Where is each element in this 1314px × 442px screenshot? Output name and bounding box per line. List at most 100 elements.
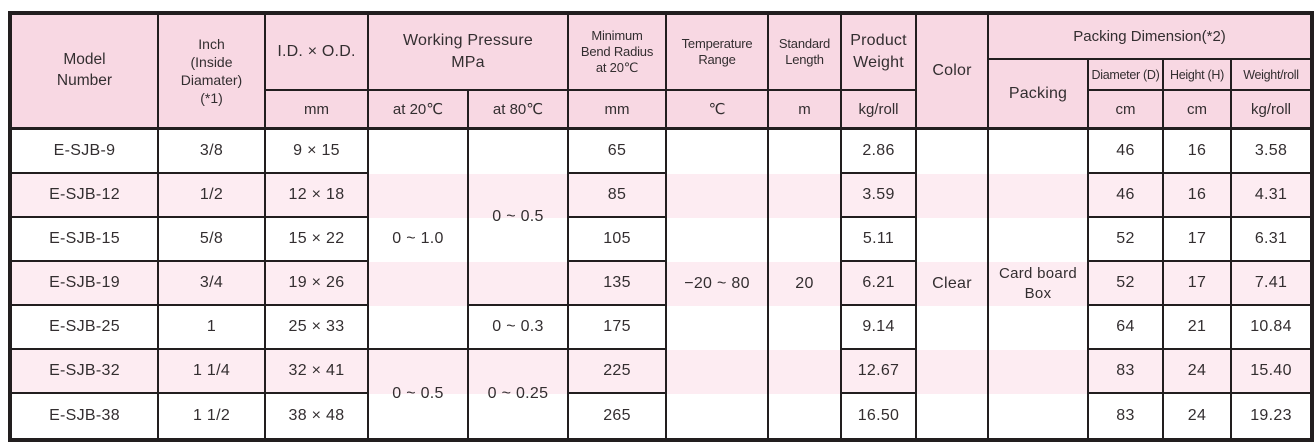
cell-weight-roll: 19.23 — [1250, 407, 1292, 424]
header-height-h: Height (H) — [1164, 60, 1232, 91]
cell-height: 16 — [1164, 174, 1232, 218]
cell-diameter: 52 — [1089, 262, 1164, 306]
cell-height: 16 — [1164, 130, 1232, 174]
cell-model: E-SJB-32 — [12, 350, 159, 394]
cell-inch: 5/8 — [159, 218, 266, 262]
cell-pressure-at80-rows6-7: 0 ~ 0.25 — [469, 350, 569, 438]
cell-inch: 1 1/4 — [159, 350, 266, 394]
header-row-packing-sub: Packing Diameter (D) Height (H) Weight/r… — [12, 60, 1311, 130]
cell-inch: 1 — [159, 306, 266, 350]
cell-product-weight: 6.21 — [842, 262, 917, 306]
cell-pressure-at80-row5: 0 ~ 0.3 — [469, 306, 569, 350]
cell-pressure-at80-rows1-4: 0 ~ 0.5 — [469, 130, 569, 306]
header-weight-per-roll: Weight/roll — [1232, 60, 1311, 91]
cell-diameter: 64 — [1089, 306, 1164, 350]
table-row: E-SJB-12 1/2 12 × 18 85 3.59 46 16 4.31 — [12, 174, 1311, 218]
cell-pressure-at20-rows6-7: 0 ~ 0.5 — [369, 350, 469, 438]
table-header: Model Number Inch (Inside Diamater) (*1)… — [12, 15, 1311, 130]
table-row: E-SJB-9 3/8 9 × 15 0 ~ 1.0 0 ~ 0.5 65 −2… — [12, 130, 1311, 438]
cell-height: 24 — [1164, 350, 1232, 394]
cell-product-weight: 9.14 — [842, 306, 917, 350]
unit-bend-mm: mm — [569, 91, 667, 130]
cell-packing: Card board Box — [989, 130, 1089, 438]
header-inch-inside-diameter: Inch (Inside Diamater) (*1) — [159, 15, 266, 130]
cell-weight-roll: 3.58 — [1232, 130, 1311, 174]
cell-id-od: 19 × 26 — [266, 262, 369, 306]
cell-bend-radius: 135 — [569, 262, 667, 306]
header-row-top: Model Number Inch (Inside Diamater) (*1)… — [12, 15, 1311, 130]
cell-weight-roll: 10.84 — [1232, 306, 1311, 350]
cell-model: E-SJB-12 — [12, 174, 159, 218]
cell-height: 17 — [1164, 262, 1232, 306]
unit-weight-roll-kg-roll: kg/roll — [1232, 91, 1311, 130]
header-working-pressure: Working Pressure MPa — [369, 15, 569, 91]
cell-bend-radius: 85 — [569, 174, 667, 218]
cell-weight-roll: 7.41 — [1232, 262, 1311, 306]
cell-product-weight: 3.59 — [842, 174, 917, 218]
cell-id-od: 25 × 33 — [266, 306, 369, 350]
cell-id-od: 12 × 18 — [266, 174, 369, 218]
header-packing: Packing — [989, 60, 1089, 130]
unit-weight-kg-roll: kg/roll — [842, 91, 917, 130]
cell-product-weight: 2.86 — [842, 130, 917, 174]
cell-weight-roll: 15.40 — [1232, 350, 1311, 394]
header-product-weight: Product Weight — [842, 15, 917, 91]
header-color: Color — [917, 15, 989, 130]
table-row: E-SJB-19 3/4 19 × 26 135 6.21 52 17 7.41 — [12, 262, 1311, 306]
table-row: E-SJB-38 1 1/2 38 × 48 265 16.50 83 24 1… — [12, 394, 1311, 438]
cell-inch: 1 1/2 — [159, 394, 266, 438]
cell-id-od: 9 × 15 — [266, 130, 369, 174]
cell-diameter: 83 — [1089, 394, 1164, 438]
header-row-units: mm at 20℃ at 80℃ mm ℃ m kg/roll cm cm kg… — [12, 91, 1311, 130]
cell-weight-roll: 6.31 — [1232, 218, 1311, 262]
product-spec-table: Model Number Inch (Inside Diamater) (*1)… — [8, 11, 1314, 442]
cell-inch: 3/8 — [159, 130, 266, 174]
cell-model: E-SJB-25 — [12, 306, 159, 350]
header-min-bend-radius: Minimum Bend Radius at 20℃ — [569, 15, 667, 91]
cell-model: E-SJB-38 — [12, 394, 159, 438]
header-diameter-d: Diameter (D) — [1089, 60, 1164, 91]
header-packing-dimension: Packing Dimension(*2) — [989, 15, 1311, 60]
cell-id-od: 32 × 41 — [266, 350, 369, 394]
cell-inch: 1/2 — [159, 174, 266, 218]
unit-at-80c: at 80℃ — [469, 91, 569, 130]
cell-diameter: 46 — [1089, 130, 1164, 174]
cell-temperature-range: −20 ~ 80 — [667, 130, 769, 438]
cell-model: E-SJB-9 — [12, 130, 159, 174]
cell-pressure-at20-rows1-5: 0 ~ 1.0 — [369, 130, 469, 350]
table-row: E-SJB-32 1 1/4 32 × 41 0 ~ 0.5 0 ~ 0.25 … — [12, 350, 1311, 438]
header-model-number: Model Number — [12, 15, 159, 130]
cell-bend-radius: 65 — [569, 130, 667, 174]
cell-color: Clear — [917, 130, 989, 438]
cell-diameter: 83 — [1089, 350, 1164, 394]
table-row: E-SJB-15 5/8 15 × 22 105 5.11 52 17 6.31 — [12, 218, 1311, 262]
unit-diameter-cm: cm — [1089, 91, 1164, 130]
cell-product-weight: 5.11 — [842, 218, 917, 262]
cell-height: 21 — [1164, 306, 1232, 350]
cell-product-weight: 16.50 — [842, 394, 917, 438]
unit-temp-c: ℃ — [667, 91, 769, 130]
cell-bend-radius: 225 — [569, 350, 667, 394]
unit-length-m: m — [769, 91, 842, 130]
cell-diameter: 52 — [1089, 218, 1164, 262]
header-standard-length: Standard Length — [769, 15, 842, 91]
unit-id-od-mm: mm — [266, 91, 369, 130]
cell-weight-roll: 4.31 — [1232, 174, 1311, 218]
unit-at-20c: at 20℃ — [369, 91, 469, 130]
cell-inch: 3/4 — [159, 262, 266, 306]
unit-height-cm: cm — [1164, 91, 1232, 130]
cell-height: 17 — [1164, 218, 1232, 262]
table-row: E-SJB-25 1 25 × 33 0 ~ 0.3 175 9.14 64 2… — [12, 306, 1311, 350]
header-temperature-range: Temperature Range — [667, 15, 769, 91]
cell-diameter: 46 — [1089, 174, 1164, 218]
cell-id-od: 38 × 48 — [266, 394, 369, 438]
cell-bend-radius: 175 — [569, 306, 667, 350]
cell-id-od: 15 × 22 — [266, 218, 369, 262]
cell-model: E-SJB-15 — [12, 218, 159, 262]
cell-product-weight: 12.67 — [842, 350, 917, 394]
table-body: E-SJB-9 3/8 9 × 15 0 ~ 1.0 0 ~ 0.5 65 −2… — [12, 130, 1311, 438]
cell-model: E-SJB-19 — [12, 262, 159, 306]
header-id-od: I.D. × O.D. — [266, 15, 369, 91]
cell-bend-radius: 265 — [569, 394, 667, 438]
